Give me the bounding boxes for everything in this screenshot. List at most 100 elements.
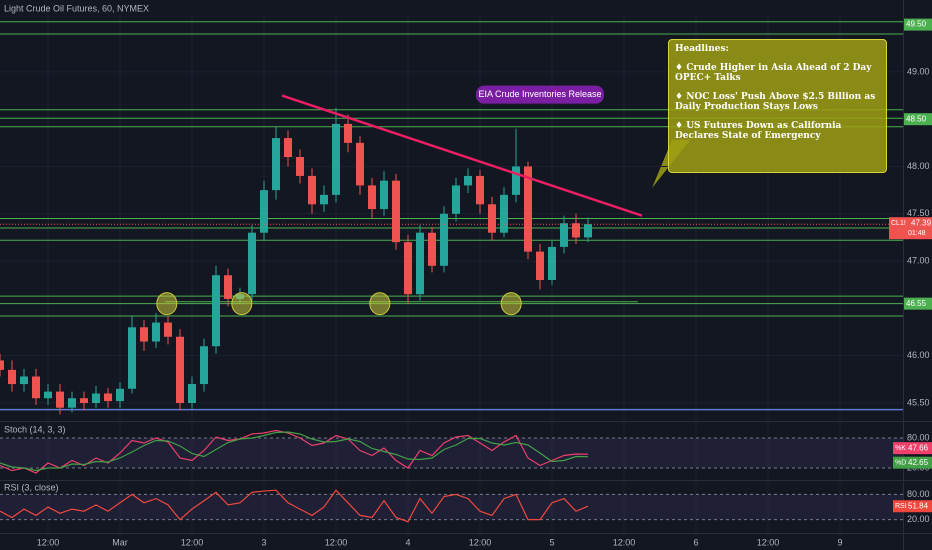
level-tag: [904, 297, 932, 310]
indicator-tag-value: 42.65: [908, 458, 929, 467]
headline: ♦ Crude Higher in Asia Ahead of 2 Day OP…: [675, 63, 872, 83]
x-tick-label: 12:00: [325, 537, 348, 547]
level-tag: [904, 18, 932, 31]
pane-tick-label: 20.00: [907, 514, 930, 524]
candle-body: [152, 322, 160, 342]
pane-title: Stoch (14, 3, 3): [4, 424, 66, 434]
highlight-circle: [231, 292, 253, 316]
candle-body: [80, 398, 88, 403]
x-tick-label: 4: [405, 537, 410, 547]
pane-band: [0, 438, 903, 468]
x-tick-label: 12:00: [757, 537, 780, 547]
indicator-line: [0, 489, 589, 523]
x-tick-label: Mar: [112, 537, 128, 547]
candle-body: [296, 157, 304, 176]
indicator-tag-value: 47.66: [908, 443, 929, 452]
candle-body: [212, 275, 220, 347]
candle-body: [92, 393, 100, 403]
candle-body: [20, 376, 28, 385]
pane-band: [0, 494, 903, 520]
indicator-tag-name: %K: [895, 445, 906, 452]
headlines-box: Headlines: ♦ Crude Higher in Asia Ahead …: [668, 39, 887, 173]
indicator-tag-value: 51.84: [908, 501, 929, 510]
headline: ♦ US Futures Down as California Declares…: [675, 121, 842, 141]
x-tick-label: 12:00: [37, 537, 60, 547]
candle-body: [260, 190, 268, 233]
candle-body: [572, 223, 580, 238]
candle-body: [416, 232, 424, 295]
y-tick-label: 47.50: [907, 208, 930, 218]
candle-body: [188, 384, 196, 403]
level-tag-label: 48.50: [906, 114, 927, 123]
last-price-symbol: CL1!: [891, 220, 906, 227]
candle-body: [164, 322, 172, 337]
candle-body: [548, 246, 556, 280]
candle-body: [140, 327, 148, 342]
indicator-line: [0, 429, 589, 474]
indicator-line: [0, 431, 589, 472]
annotation-bg: [476, 85, 604, 104]
candle-body: [392, 180, 400, 243]
candle-body: [308, 175, 316, 205]
candle-body: [344, 123, 352, 143]
y-tick-label: 49.00: [907, 66, 930, 76]
pane-title: RSI (3, close): [4, 482, 59, 492]
indicator-tag: [893, 500, 932, 513]
candle-body: [284, 138, 292, 158]
candle-body: [356, 142, 364, 186]
candle-body: [68, 398, 76, 408]
y-tick-label: 45.50: [907, 397, 930, 407]
candle-body: [428, 232, 436, 266]
highlight-circle: [369, 292, 391, 316]
highlight-circle: [500, 292, 522, 316]
candle-body: [0, 360, 4, 370]
candle-body: [224, 275, 232, 299]
candle-body: [248, 232, 256, 295]
x-tick-label: 12:00: [613, 537, 636, 547]
x-tick-label: 5: [549, 537, 554, 547]
level-tag: [904, 113, 932, 126]
candle-body: [176, 336, 184, 403]
indicator-tag-name: %D: [895, 460, 906, 467]
candle-body: [452, 185, 460, 214]
candle-body: [536, 251, 544, 280]
candle-body: [32, 376, 40, 399]
indicator-tag: [893, 442, 932, 455]
indicator-tag: [893, 456, 932, 469]
y-tick-label: 46.00: [907, 350, 930, 360]
y-tick-label: 47.00: [907, 255, 930, 265]
pane-tick-label: 80.00: [907, 489, 930, 499]
candle-body: [512, 166, 520, 195]
last-price-tag: [889, 217, 932, 240]
last-price-value: 47.39: [911, 218, 932, 227]
candle-body: [128, 327, 136, 389]
x-tick-label: 9: [837, 537, 842, 547]
level-tag-label: 46.55: [906, 299, 927, 308]
pane-tick-label: 80.00: [907, 432, 930, 442]
candle-body: [8, 369, 16, 385]
candle-body: [500, 194, 508, 233]
annotation-text: EIA Crude Inventories Release: [478, 89, 601, 99]
headlines-title: Headlines:: [675, 44, 729, 54]
chart-title: Light Crude Oil Futures, 60, NYMEX: [4, 3, 149, 13]
candle-body: [332, 123, 340, 195]
candle-body: [488, 204, 496, 233]
x-tick-label: 6: [693, 537, 698, 547]
candle-body: [104, 393, 112, 402]
candle-body: [560, 223, 568, 247]
level-tag-label: 49.50: [906, 20, 927, 29]
highlight-circle: [156, 292, 178, 316]
candle-body: [464, 175, 472, 186]
candle-body: [272, 138, 280, 191]
indicator-tag-name: RSI: [895, 503, 907, 510]
headline: ♦ NOC Loss' Push Above $2.5 Billion as D…: [675, 92, 876, 112]
countdown: 01:48: [908, 230, 926, 237]
candle-body: [116, 388, 124, 402]
candle-body: [320, 194, 328, 205]
candle-body: [368, 185, 376, 210]
candle-body: [56, 391, 64, 408]
candle-body: [524, 166, 532, 252]
candle-body: [476, 175, 484, 205]
